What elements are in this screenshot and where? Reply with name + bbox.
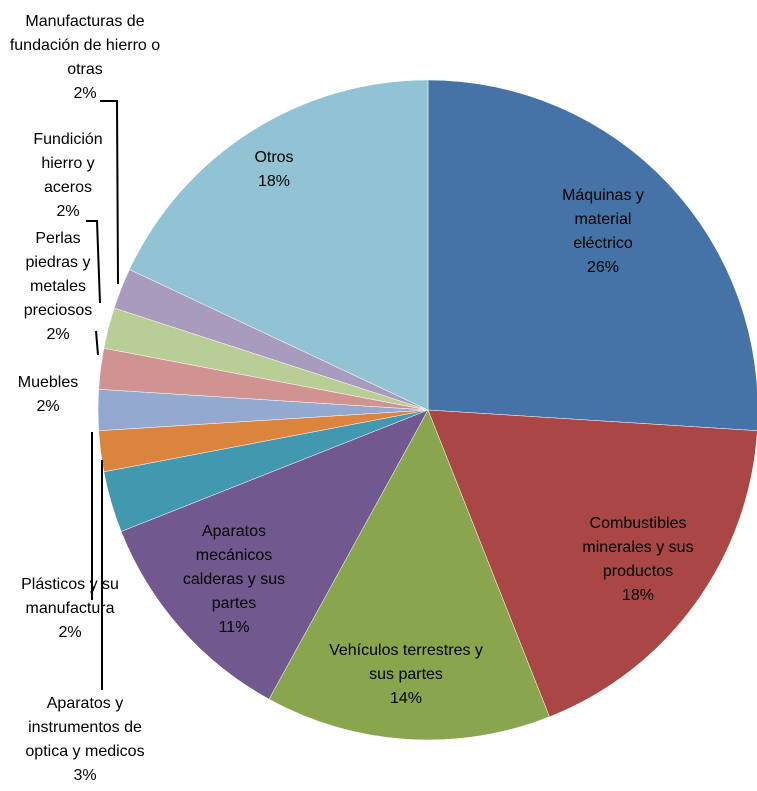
pie-slice bbox=[268, 409, 550, 741]
slice-label: Otros 18% bbox=[234, 146, 314, 194]
slice-label: Plásticos y su manufactura 2% bbox=[10, 573, 130, 645]
pie-slice bbox=[427, 79, 757, 431]
slice-label: Vehículos terrestres y sus partes 14% bbox=[326, 639, 486, 711]
slice-name: Combustibles minerales y sus productos bbox=[582, 515, 694, 580]
leader-line bbox=[86, 220, 101, 304]
slice-label: Manufacturas de fundación de hierro o ot… bbox=[5, 10, 165, 106]
slice-value: 26% bbox=[586, 259, 620, 276]
slice-value: 2% bbox=[36, 398, 60, 415]
slice-value: 2% bbox=[56, 203, 80, 220]
slice-name: Perlas piedras y metales preciosos bbox=[23, 230, 93, 319]
slice-label: Perlas piedras y metales preciosos 2% bbox=[13, 227, 103, 347]
slice-value: 18% bbox=[257, 173, 291, 190]
slice-name: Máquinas y material eléctrico bbox=[562, 187, 644, 252]
slice-name: Muebles bbox=[17, 374, 79, 391]
pie-slice bbox=[427, 409, 757, 718]
slice-name: Plásticos y su manufactura bbox=[21, 576, 119, 617]
slice-value: 18% bbox=[621, 587, 655, 604]
slice-label: Muebles 2% bbox=[8, 371, 88, 419]
slice-name: Aparatos mecánicos calderas y sus partes bbox=[182, 523, 286, 612]
pie-slice bbox=[120, 409, 429, 700]
slice-label: Fundición hierro y aceros 2% bbox=[28, 128, 108, 224]
leader-line bbox=[100, 100, 119, 285]
slice-name: Aparatos y instrumentos de optica y medi… bbox=[25, 695, 145, 760]
slice-value: 2% bbox=[46, 326, 70, 343]
slice-name: Otros bbox=[254, 149, 294, 166]
slice-name: Fundición hierro y aceros bbox=[33, 131, 103, 196]
slice-value: 14% bbox=[389, 690, 423, 707]
slice-label: Aparatos mecánicos calderas y sus partes… bbox=[179, 520, 289, 640]
pie-slice bbox=[129, 79, 429, 411]
slice-name: Manufacturas de fundación de hierro o ot… bbox=[9, 13, 161, 78]
slice-label: Aparatos y instrumentos de optica y medi… bbox=[5, 692, 165, 788]
leader-line bbox=[95, 330, 99, 356]
slice-value: 3% bbox=[73, 767, 97, 784]
slice-value: 2% bbox=[58, 624, 82, 641]
slice-name: Vehículos terrestres y sus partes bbox=[329, 642, 483, 683]
slice-label: Máquinas y material eléctrico 26% bbox=[543, 184, 663, 280]
slice-label: Combustibles minerales y sus productos 18… bbox=[573, 512, 703, 608]
slice-value: 2% bbox=[73, 85, 97, 102]
slice-value: 11% bbox=[218, 619, 250, 636]
